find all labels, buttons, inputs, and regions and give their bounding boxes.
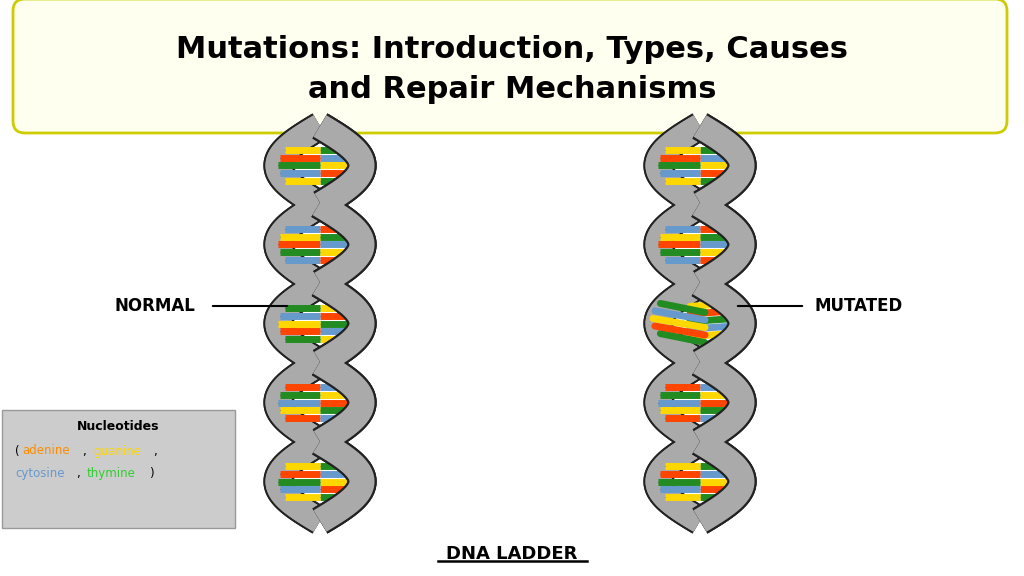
Text: (: ( <box>15 445 19 457</box>
Text: guanine: guanine <box>93 445 141 457</box>
Text: Mutations: Introduction, Types, Causes: Mutations: Introduction, Types, Causes <box>176 36 848 65</box>
FancyBboxPatch shape <box>13 0 1007 133</box>
Text: ): ) <box>150 468 154 480</box>
Text: ,: , <box>77 468 85 480</box>
Text: MUTATED: MUTATED <box>815 297 903 315</box>
Text: and Repair Mechanisms: and Repair Mechanisms <box>308 74 716 104</box>
Text: DNA LADDER: DNA LADDER <box>446 545 578 563</box>
Text: adenine: adenine <box>22 445 70 457</box>
Text: ,: , <box>83 445 90 457</box>
Text: Nucleotides: Nucleotides <box>77 420 160 434</box>
Text: cytosine: cytosine <box>15 468 65 480</box>
Text: thymine: thymine <box>87 468 136 480</box>
Text: NORMAL: NORMAL <box>114 297 195 315</box>
FancyBboxPatch shape <box>2 410 234 528</box>
Text: ,: , <box>153 445 157 457</box>
